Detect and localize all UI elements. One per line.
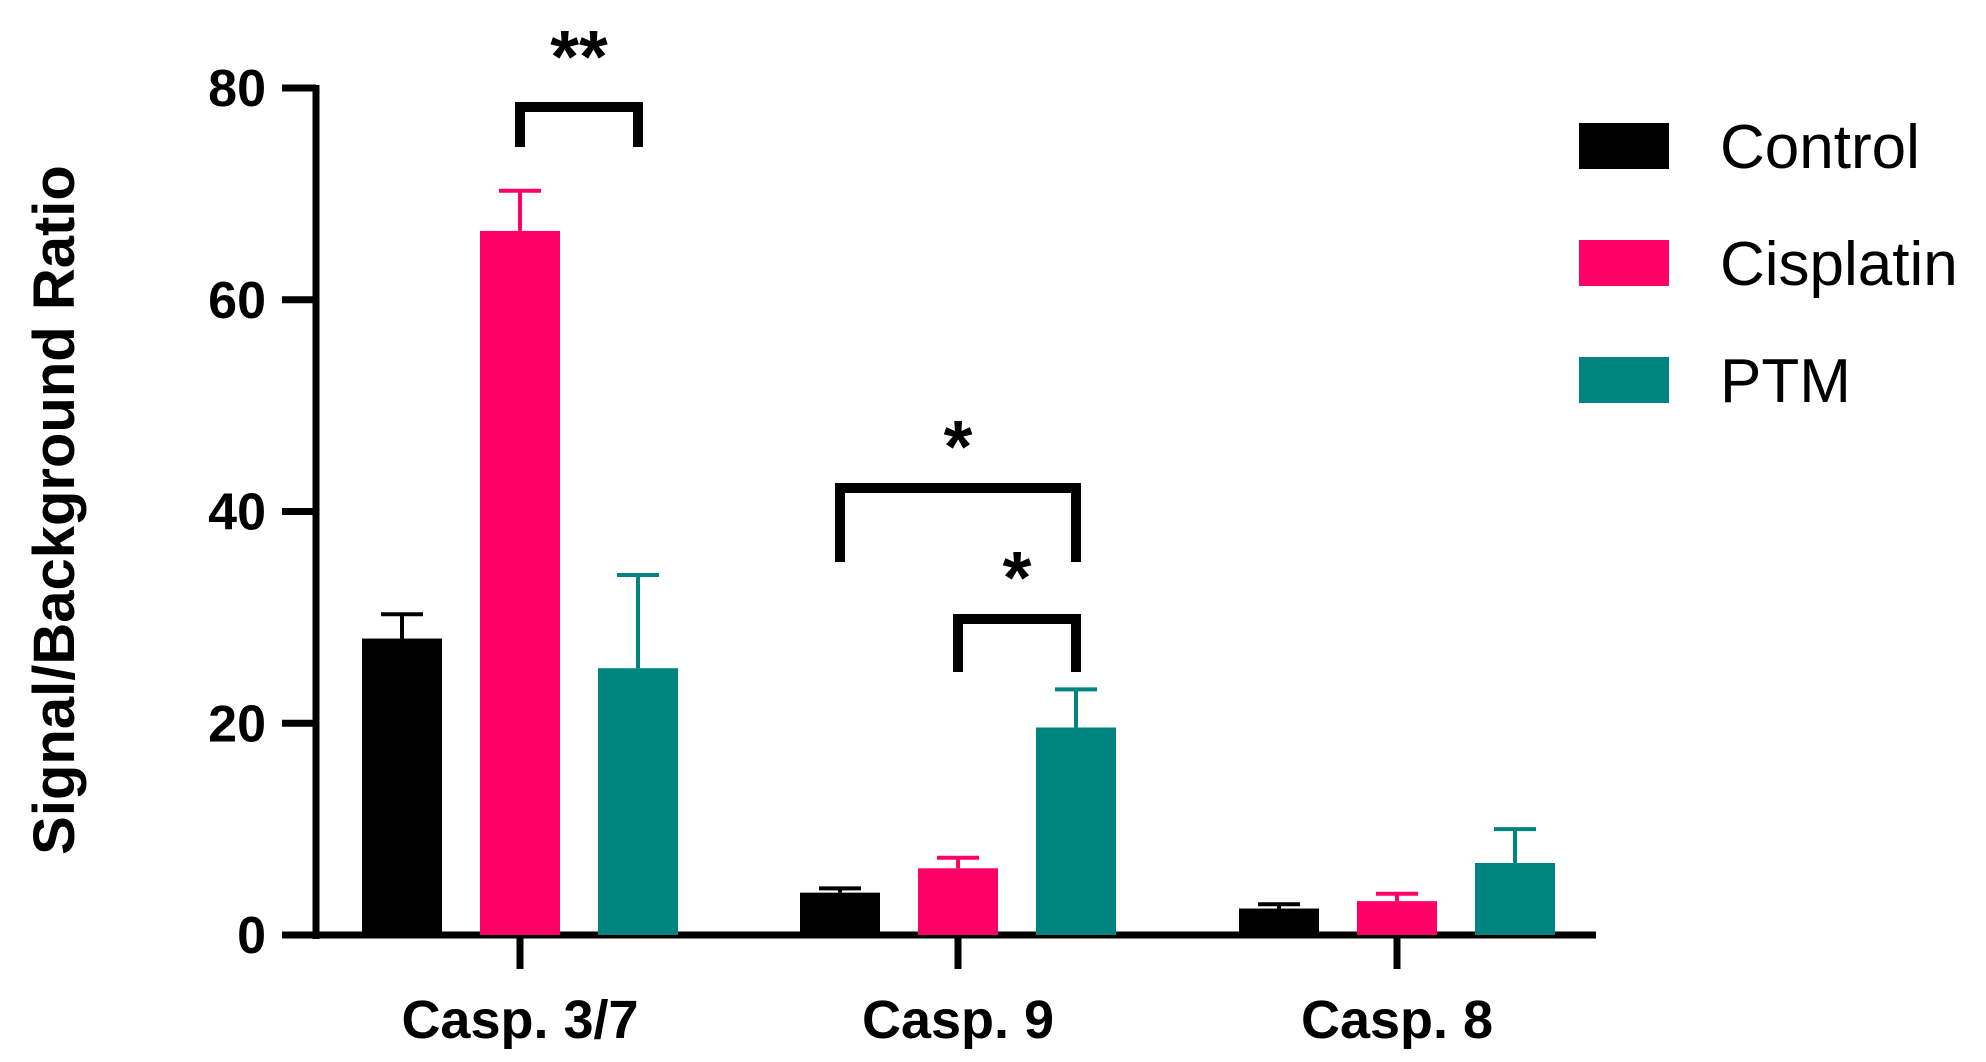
y-axis-label: Signal/Background Ratio [22, 165, 87, 855]
bar [598, 668, 678, 935]
bar [1239, 908, 1319, 935]
y-tick-label: 80 [208, 60, 266, 118]
bars [362, 188, 1555, 935]
bar [480, 230, 560, 935]
legend-swatch [1579, 240, 1669, 286]
y-tick-label: 0 [237, 907, 266, 965]
x-tick-label: Casp. 8 [1301, 990, 1493, 1050]
significance-annotations: **** [515, 15, 1081, 672]
y-tick-label: 60 [208, 272, 266, 330]
legend: Control Cisplatin PTM [1579, 113, 1958, 416]
y-tick-label: 20 [208, 695, 266, 753]
bar [1475, 863, 1555, 935]
significance-label: ** [550, 15, 608, 98]
significance-bracket [515, 102, 643, 147]
legend-label: Cisplatin [1720, 230, 1958, 299]
bar [918, 868, 998, 935]
legend-label: Control [1720, 113, 1920, 182]
significance-label: * [944, 405, 973, 488]
bar [362, 638, 442, 935]
bar [1036, 727, 1116, 935]
x-tick-label: Casp. 9 [862, 990, 1054, 1050]
y-tick-label: 40 [208, 484, 266, 542]
bar [1357, 901, 1437, 935]
legend-swatch [1579, 123, 1669, 169]
significance-bracket [835, 483, 1081, 562]
bar [800, 892, 880, 935]
x-tick-label: Casp. 3/7 [401, 990, 638, 1050]
significance-label: * [1003, 536, 1032, 619]
legend-swatch [1579, 357, 1669, 403]
significance-bracket [953, 614, 1081, 672]
legend-label: PTM [1720, 347, 1851, 416]
